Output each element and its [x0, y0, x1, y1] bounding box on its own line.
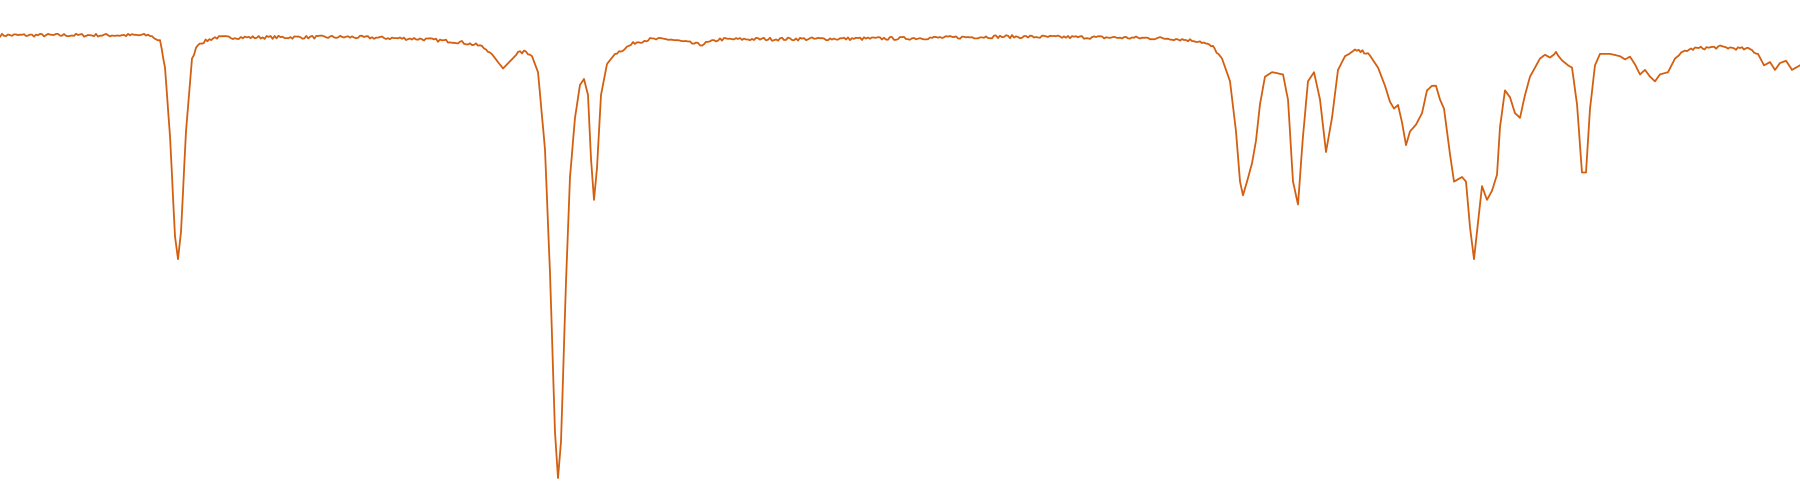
series-layer [0, 32, 1800, 479]
spectrum-series-line-1 [0, 32, 1800, 479]
